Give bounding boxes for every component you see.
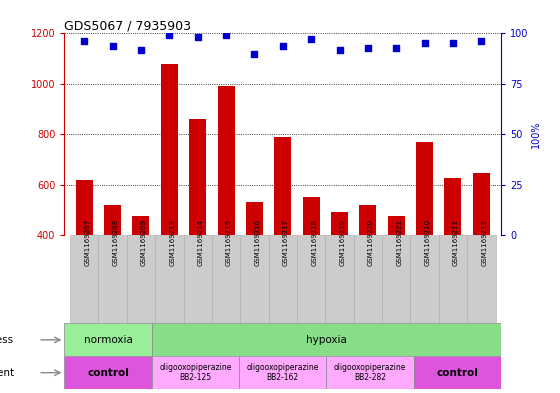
Point bbox=[363, 44, 372, 51]
Text: agent: agent bbox=[0, 368, 14, 378]
Bar bbox=[410, 235, 439, 323]
Bar bbox=[325, 235, 354, 323]
Bar bbox=[388, 216, 405, 336]
Text: GSM1169210: GSM1169210 bbox=[424, 219, 431, 266]
Bar bbox=[239, 356, 326, 389]
Text: GSM1169218: GSM1169218 bbox=[311, 219, 317, 266]
Bar bbox=[297, 235, 325, 323]
Point bbox=[250, 50, 259, 57]
Text: control: control bbox=[87, 368, 129, 378]
Bar bbox=[382, 235, 410, 323]
Bar bbox=[212, 235, 240, 323]
Bar bbox=[161, 64, 178, 336]
Point bbox=[420, 40, 429, 47]
Point bbox=[193, 34, 202, 40]
Text: GSM1169220: GSM1169220 bbox=[368, 219, 374, 266]
Bar bbox=[360, 205, 376, 336]
Bar bbox=[133, 216, 150, 336]
Bar bbox=[274, 137, 291, 336]
Bar bbox=[445, 178, 461, 336]
Y-axis label: 100%: 100% bbox=[531, 121, 542, 148]
Point bbox=[222, 32, 231, 39]
Bar bbox=[76, 180, 93, 336]
Text: oligooxopiperazine
BB2-282: oligooxopiperazine BB2-282 bbox=[334, 363, 407, 382]
Point bbox=[477, 39, 486, 45]
Text: GDS5067 / 7935903: GDS5067 / 7935903 bbox=[64, 19, 192, 32]
Bar bbox=[155, 235, 184, 323]
Bar bbox=[189, 119, 206, 336]
Text: GSM1169215: GSM1169215 bbox=[226, 219, 232, 266]
Text: GSM1169216: GSM1169216 bbox=[254, 219, 260, 266]
Text: hypoxia: hypoxia bbox=[306, 335, 347, 345]
Text: oligooxopiperazine
BB2-125: oligooxopiperazine BB2-125 bbox=[159, 363, 232, 382]
Bar bbox=[64, 323, 152, 356]
Point bbox=[335, 46, 344, 53]
Text: GSM1169207: GSM1169207 bbox=[84, 219, 90, 266]
Text: GSM1169214: GSM1169214 bbox=[198, 219, 204, 266]
Text: GSM1169211: GSM1169211 bbox=[453, 219, 459, 266]
Bar bbox=[354, 235, 382, 323]
Point bbox=[307, 36, 316, 42]
Point bbox=[108, 42, 117, 49]
Bar bbox=[64, 356, 152, 389]
Point bbox=[278, 42, 287, 49]
Bar bbox=[302, 197, 320, 336]
Point bbox=[80, 39, 88, 45]
Point bbox=[137, 46, 146, 53]
Point bbox=[165, 32, 174, 39]
Text: normoxia: normoxia bbox=[83, 335, 133, 345]
Text: GSM1169212: GSM1169212 bbox=[482, 219, 487, 266]
Bar bbox=[331, 213, 348, 336]
Text: GSM1169217: GSM1169217 bbox=[283, 219, 289, 266]
Bar bbox=[269, 235, 297, 323]
Bar bbox=[473, 173, 490, 336]
Bar bbox=[104, 205, 121, 336]
Bar bbox=[184, 235, 212, 323]
Text: GSM1169221: GSM1169221 bbox=[396, 219, 402, 266]
Text: stress: stress bbox=[0, 335, 14, 345]
Bar bbox=[99, 235, 127, 323]
Bar bbox=[246, 202, 263, 336]
Point bbox=[392, 44, 401, 51]
Bar bbox=[218, 86, 235, 336]
Text: GSM1169208: GSM1169208 bbox=[113, 219, 119, 266]
Bar bbox=[152, 356, 239, 389]
Text: GSM1169213: GSM1169213 bbox=[169, 219, 175, 266]
Point bbox=[449, 40, 458, 47]
Bar bbox=[416, 142, 433, 336]
Bar bbox=[414, 356, 501, 389]
Bar bbox=[127, 235, 155, 323]
Bar bbox=[467, 235, 496, 323]
Bar bbox=[152, 323, 501, 356]
Text: GSM1169209: GSM1169209 bbox=[141, 219, 147, 266]
Bar bbox=[70, 235, 99, 323]
Text: GSM1169219: GSM1169219 bbox=[339, 219, 346, 266]
Text: oligooxopiperazine
BB2-162: oligooxopiperazine BB2-162 bbox=[246, 363, 319, 382]
Bar bbox=[240, 235, 269, 323]
Bar bbox=[326, 356, 414, 389]
Text: control: control bbox=[437, 368, 478, 378]
Bar bbox=[439, 235, 467, 323]
